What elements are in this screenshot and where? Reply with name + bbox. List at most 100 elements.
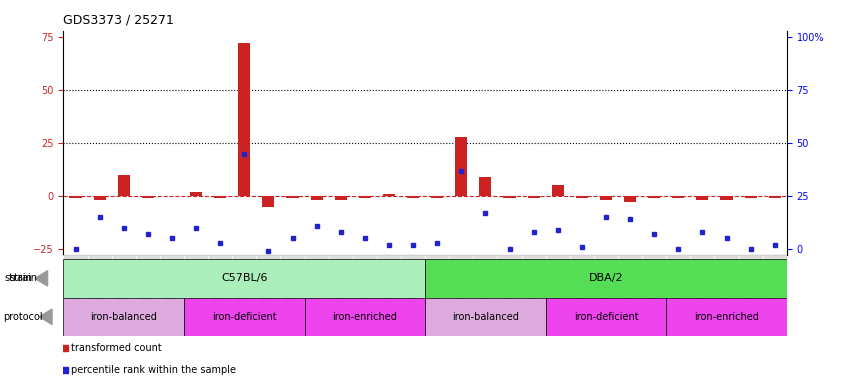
Polygon shape [35, 271, 47, 286]
Text: percentile rank within the sample: percentile rank within the sample [71, 364, 236, 375]
Bar [480, 177, 492, 196]
Text: protocol: protocol [3, 312, 43, 322]
Bar [63, 255, 87, 323]
Bar [184, 255, 208, 323]
Text: GSM262768: GSM262768 [119, 259, 129, 305]
Bar [87, 255, 112, 323]
Bar [449, 255, 474, 323]
Bar [256, 255, 281, 323]
Bar [455, 137, 467, 196]
Bar [624, 196, 636, 202]
Bar [546, 298, 667, 336]
Bar [696, 196, 708, 200]
Bar [214, 196, 226, 198]
Text: GSM262798: GSM262798 [239, 259, 249, 305]
Bar [310, 196, 322, 200]
Bar [239, 43, 250, 196]
Bar [714, 255, 739, 323]
Text: GSM262771: GSM262771 [312, 259, 321, 305]
Text: GSM262772: GSM262772 [336, 259, 345, 305]
Bar [160, 255, 184, 323]
Text: GSM262817: GSM262817 [432, 259, 442, 305]
Bar [474, 255, 497, 323]
Bar [142, 196, 154, 198]
Bar [497, 255, 521, 323]
Text: GSM262845: GSM262845 [770, 259, 779, 305]
Text: GSM262839: GSM262839 [505, 259, 514, 305]
Text: GSM262840: GSM262840 [529, 259, 538, 305]
Text: GSM262765: GSM262765 [95, 259, 104, 305]
Bar [769, 196, 781, 198]
Bar [407, 196, 419, 198]
Bar [190, 192, 202, 196]
Bar [376, 255, 401, 323]
Bar [208, 255, 232, 323]
Text: GSM262950: GSM262950 [553, 259, 563, 305]
Text: GSM262799: GSM262799 [264, 259, 273, 305]
Text: GSM262819: GSM262819 [457, 259, 466, 305]
Bar [135, 255, 160, 323]
Bar [721, 196, 733, 200]
Text: GSM262954: GSM262954 [650, 259, 659, 305]
Bar [353, 255, 376, 323]
Bar [600, 196, 612, 200]
Text: GSM262795: GSM262795 [409, 259, 418, 305]
Text: iron-enriched: iron-enriched [332, 312, 398, 322]
Text: GSM262841: GSM262841 [673, 259, 683, 305]
Bar [744, 196, 756, 198]
Bar [503, 196, 515, 198]
Bar [287, 196, 299, 198]
Text: transformed count: transformed count [71, 343, 162, 354]
Bar [667, 298, 787, 336]
Bar [335, 196, 347, 200]
Text: GSM262770: GSM262770 [168, 259, 177, 305]
Text: GSM262796: GSM262796 [191, 259, 201, 305]
Bar [667, 255, 690, 323]
Text: GSM262820: GSM262820 [481, 259, 490, 305]
Text: GSM262842: GSM262842 [698, 259, 707, 305]
Bar [232, 255, 256, 323]
Bar [528, 196, 540, 198]
Bar [648, 196, 660, 198]
Text: iron-deficient: iron-deficient [574, 312, 638, 322]
Bar [328, 255, 353, 323]
Text: GSM262800: GSM262800 [288, 259, 297, 305]
Bar [618, 255, 642, 323]
Bar [763, 255, 787, 323]
Text: GSM262953: GSM262953 [625, 259, 634, 305]
Bar [576, 196, 588, 198]
Text: GSM262773: GSM262773 [360, 259, 370, 305]
Text: GSM262794: GSM262794 [384, 259, 393, 305]
Bar [262, 196, 274, 207]
Text: GSM262843: GSM262843 [722, 259, 731, 305]
Bar [63, 298, 184, 336]
Bar [426, 298, 546, 336]
Text: strain: strain [4, 273, 32, 283]
Text: iron-balanced: iron-balanced [91, 312, 157, 322]
Bar [739, 255, 763, 323]
Bar [184, 298, 305, 336]
Text: iron-deficient: iron-deficient [212, 312, 277, 322]
Text: strain: strain [9, 273, 37, 283]
Bar [63, 259, 425, 298]
Bar [401, 255, 425, 323]
Bar [546, 255, 570, 323]
Bar [431, 196, 443, 198]
Bar [359, 196, 371, 198]
Bar [112, 255, 135, 323]
Text: GSM262951: GSM262951 [577, 259, 586, 305]
Bar [281, 255, 305, 323]
Bar [426, 255, 449, 323]
Bar [594, 255, 618, 323]
Bar [426, 259, 787, 298]
Text: GSM262952: GSM262952 [602, 259, 611, 305]
Bar [570, 255, 594, 323]
Text: GSM262797: GSM262797 [216, 259, 225, 305]
Bar [305, 255, 328, 323]
Text: iron-enriched: iron-enriched [694, 312, 759, 322]
Bar [552, 185, 563, 196]
Bar [642, 255, 666, 323]
Bar [690, 255, 714, 323]
Bar [305, 298, 425, 336]
Text: DBA/2: DBA/2 [589, 273, 624, 283]
